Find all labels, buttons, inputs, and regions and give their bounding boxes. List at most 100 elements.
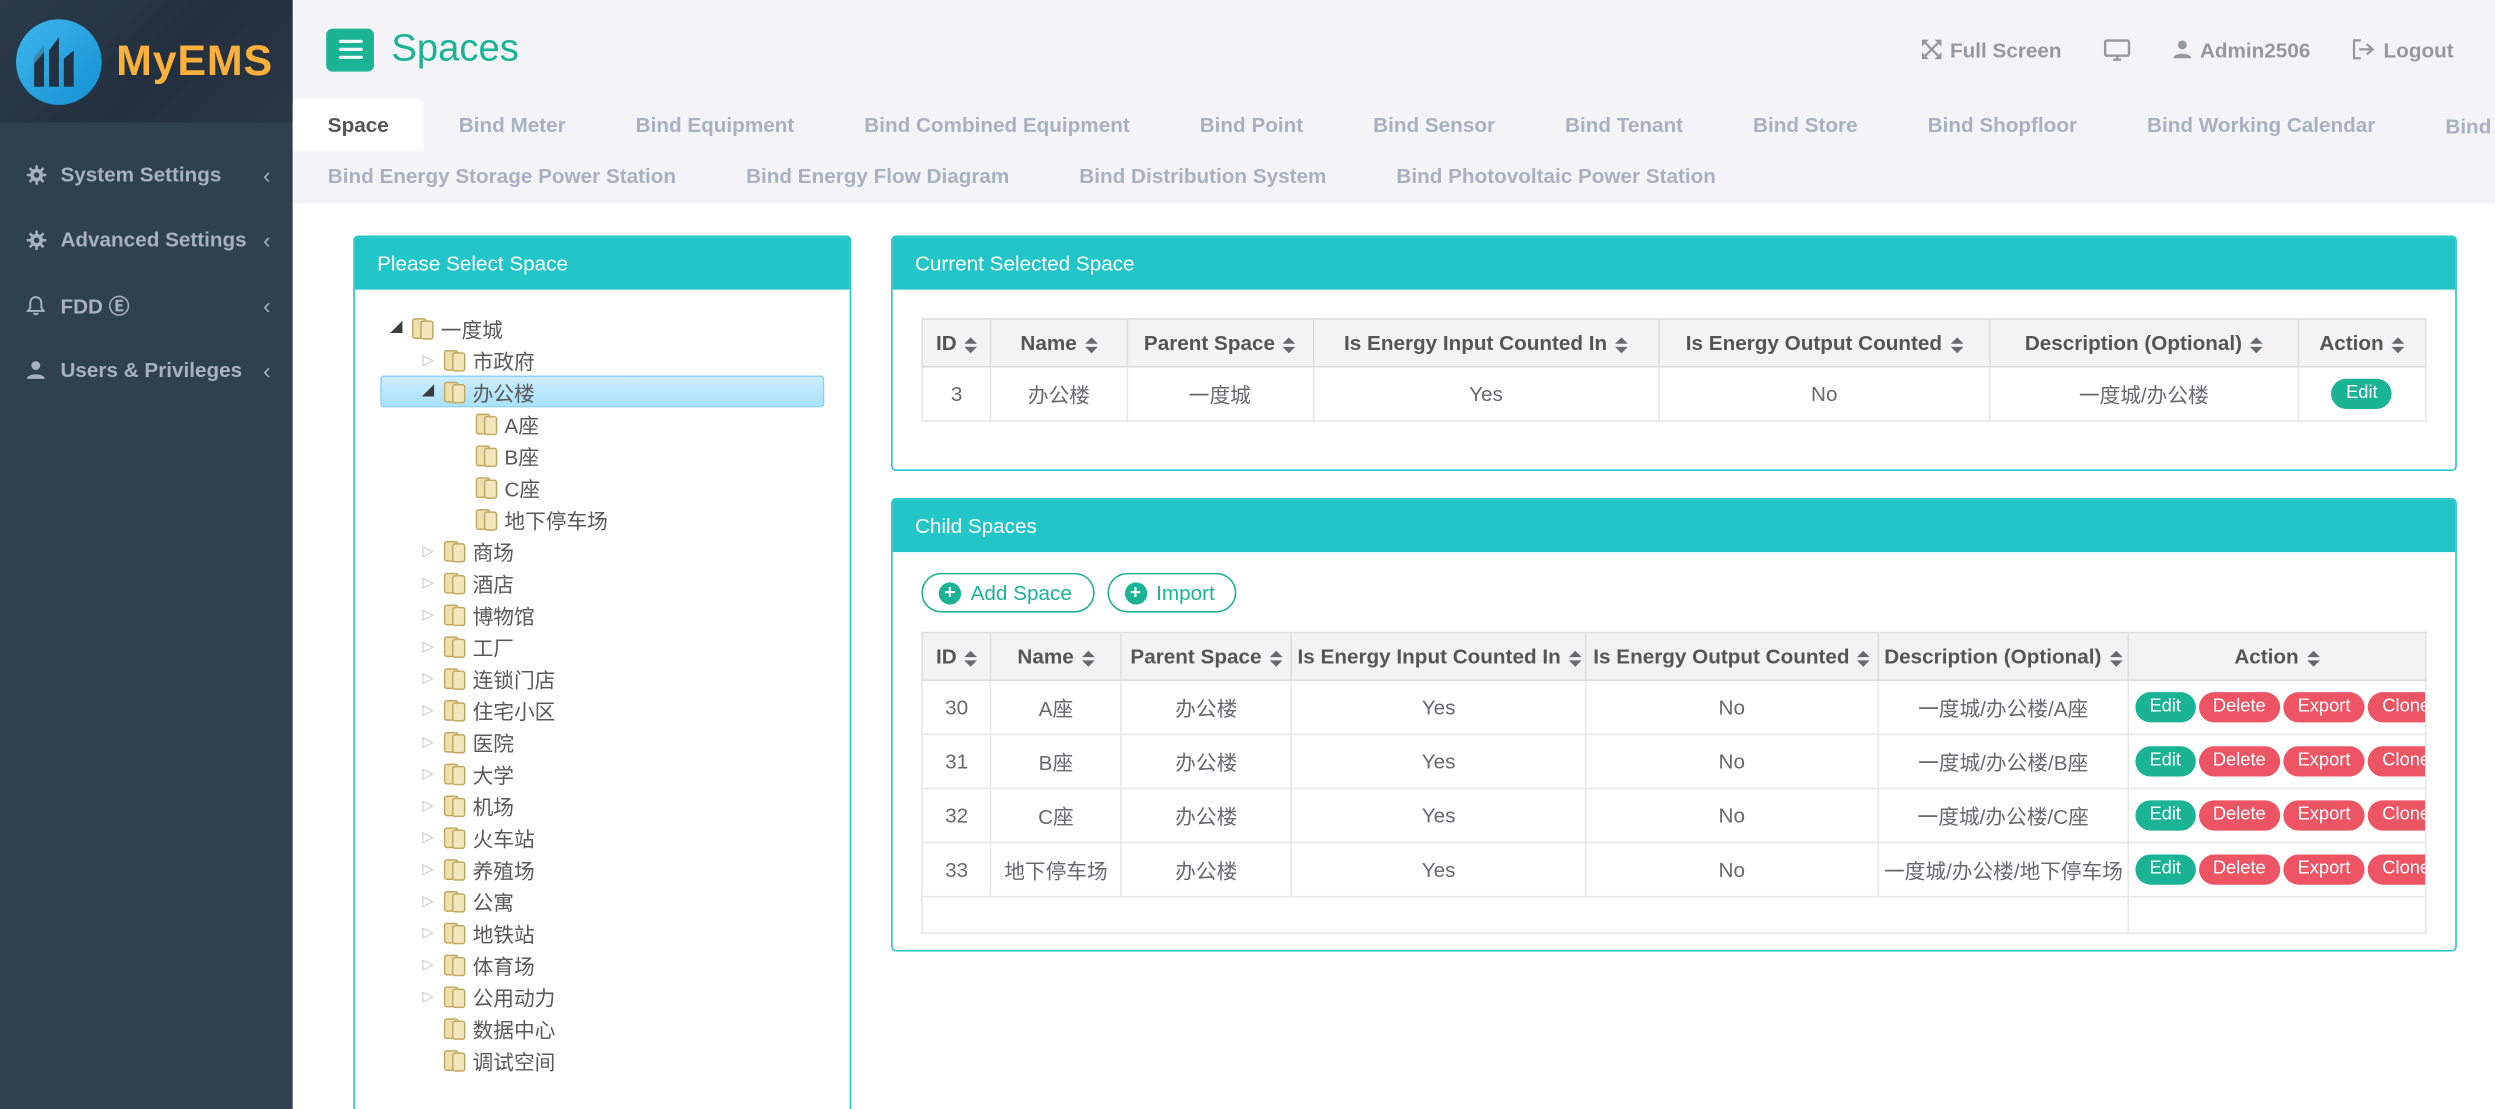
column-header-id[interactable]: ID — [922, 633, 991, 681]
tree-node[interactable]: 地下停车场 — [355, 503, 850, 535]
tab-bind-store[interactable]: Bind Store — [1718, 99, 1893, 152]
tree-expanded-icon[interactable]: ◢ — [383, 312, 408, 344]
tree-node[interactable]: ▷公寓 — [355, 885, 850, 917]
tree-node[interactable]: ▷机场 — [355, 789, 850, 821]
tree-collapsed-icon[interactable]: ▷ — [415, 853, 440, 885]
tree-collapsed-icon[interactable]: ▷ — [415, 598, 440, 630]
column-header-description-optional[interactable]: Description (Optional) — [1878, 633, 2128, 681]
tree-node[interactable]: ◢办公楼 — [355, 376, 850, 408]
edit-button[interactable]: Edit — [2332, 379, 2392, 409]
current-selected-space-panel: Current Selected Space IDNameParent Spac… — [891, 235, 2457, 470]
tree-collapsed-icon[interactable]: ▷ — [415, 726, 440, 758]
clone-button[interactable]: Clone — [2368, 800, 2426, 830]
clone-button[interactable]: Clone — [2368, 854, 2426, 884]
edit-button[interactable]: Edit — [2135, 692, 2195, 722]
tree-node[interactable]: ▷酒店 — [355, 566, 850, 598]
tree-node[interactable]: ▷养殖场 — [355, 853, 850, 885]
tab-bind-command[interactable]: Bind Command Ⓔ — [2410, 99, 2495, 152]
tree-node[interactable]: ▷医院 — [355, 726, 850, 758]
tree-collapsed-icon[interactable]: ▷ — [415, 948, 440, 980]
column-header-is-energy-output-counted[interactable]: Is Energy Output Counted — [1659, 319, 1990, 367]
tree-node[interactable]: ▷地铁站 — [355, 917, 850, 949]
column-header-is-energy-input-counted-in[interactable]: Is Energy Input Counted In — [1292, 633, 1585, 681]
monitor-button[interactable] — [2103, 37, 2130, 61]
tab-bind-combined-equipment[interactable]: Bind Combined Equipment — [829, 99, 1164, 152]
tab-bind-working-calendar[interactable]: Bind Working Calendar — [2112, 99, 2410, 152]
tab-space[interactable]: Space — [293, 99, 424, 152]
delete-button[interactable]: Delete — [2199, 800, 2281, 830]
sidebar-item-users-privileges[interactable]: Users & Privileges‹ — [0, 337, 293, 402]
tree-node[interactable]: ▷住宅小区 — [355, 694, 850, 726]
column-header-action[interactable]: Action — [2298, 319, 2426, 367]
tree-node[interactable]: ▷体育场 — [355, 948, 850, 980]
tree-node[interactable]: ▷连锁门店 — [355, 662, 850, 694]
tree-collapsed-icon[interactable]: ▷ — [415, 535, 440, 567]
tab-bind-energy-storage-power-station[interactable]: Bind Energy Storage Power Station — [293, 151, 711, 199]
export-button[interactable]: Export — [2283, 800, 2365, 830]
export-button[interactable]: Export — [2283, 692, 2365, 722]
tree-collapsed-icon[interactable]: ▷ — [415, 917, 440, 949]
tab-bind-photovoltaic-power-station[interactable]: Bind Photovoltaic Power Station — [1361, 151, 1751, 199]
tree-collapsed-icon[interactable]: ▷ — [415, 789, 440, 821]
tab-bind-shopfloor[interactable]: Bind Shopfloor — [1893, 99, 2112, 152]
tab-bind-energy-flow-diagram[interactable]: Bind Energy Flow Diagram — [711, 151, 1044, 199]
edit-button[interactable]: Edit — [2135, 800, 2195, 830]
tree-node[interactable]: C座 — [355, 471, 850, 503]
column-header-id[interactable]: ID — [922, 319, 991, 367]
user-menu[interactable]: Admin2506 — [2171, 37, 2310, 61]
column-header-parent-space[interactable]: Parent Space — [1121, 633, 1292, 681]
tree-node[interactable]: A座 — [355, 407, 850, 439]
tree-collapsed-icon[interactable]: ▷ — [415, 630, 440, 662]
column-header-is-energy-output-counted[interactable]: Is Energy Output Counted — [1585, 633, 1878, 681]
tree-node[interactable]: 数据中心 — [355, 1012, 850, 1044]
tab-bind-equipment[interactable]: Bind Equipment — [601, 99, 830, 152]
delete-button[interactable]: Delete — [2199, 746, 2281, 776]
sidebar-item-fdd[interactable]: FDD Ⓔ‹ — [0, 272, 293, 337]
tab-bind-point[interactable]: Bind Point — [1165, 99, 1338, 152]
column-header-parent-space[interactable]: Parent Space — [1127, 319, 1313, 367]
sidebar-item-advanced-settings[interactable]: Advanced Settings‹ — [0, 207, 293, 272]
clone-button[interactable]: Clone — [2368, 746, 2426, 776]
tree-node[interactable]: ▷火车站 — [355, 821, 850, 853]
full-screen-button[interactable]: Full Screen — [1920, 37, 2062, 61]
import-button[interactable]: + Import — [1107, 573, 1237, 613]
tree-node[interactable]: ▷博物馆 — [355, 598, 850, 630]
edit-button[interactable]: Edit — [2135, 854, 2195, 884]
column-header-description-optional[interactable]: Description (Optional) — [1990, 319, 2298, 367]
tree-node[interactable]: ▷公用动力 — [355, 980, 850, 1012]
tab-bind-sensor[interactable]: Bind Sensor — [1338, 99, 1530, 152]
tree-collapsed-icon[interactable]: ▷ — [415, 980, 440, 1012]
tab-bind-tenant[interactable]: Bind Tenant — [1530, 99, 1718, 152]
tree-node[interactable]: ▷工厂 — [355, 630, 850, 662]
tree-collapsed-icon[interactable]: ▷ — [415, 662, 440, 694]
tree-expanded-icon[interactable]: ◢ — [415, 376, 440, 408]
logout-button[interactable]: Logout — [2352, 37, 2454, 61]
tree-node[interactable]: ▷市政府 — [355, 344, 850, 376]
column-header-name[interactable]: Name — [991, 319, 1126, 367]
tab-bind-distribution-system[interactable]: Bind Distribution System — [1044, 151, 1361, 199]
tree-collapsed-icon[interactable]: ▷ — [415, 757, 440, 789]
delete-button[interactable]: Delete — [2199, 692, 2281, 722]
column-header-action[interactable]: Action — [2128, 633, 2426, 681]
export-button[interactable]: Export — [2283, 746, 2365, 776]
edit-button[interactable]: Edit — [2135, 746, 2195, 776]
column-header-name[interactable]: Name — [991, 633, 1120, 681]
tree-collapsed-icon[interactable]: ▷ — [415, 821, 440, 853]
delete-button[interactable]: Delete — [2199, 854, 2281, 884]
tree-node[interactable]: ▷商场 — [355, 535, 850, 567]
column-header-is-energy-input-counted-in[interactable]: Is Energy Input Counted In — [1313, 319, 1659, 367]
sidebar-item-system-settings[interactable]: System Settings‹ — [0, 142, 293, 207]
add-space-button[interactable]: + Add Space — [921, 573, 1094, 613]
export-button[interactable]: Export — [2283, 854, 2365, 884]
tree-collapsed-icon[interactable]: ▷ — [415, 885, 440, 917]
tree-node[interactable]: ▷大学 — [355, 757, 850, 789]
tree-collapsed-icon[interactable]: ▷ — [415, 566, 440, 598]
tree-node[interactable]: 调试空间 — [355, 1044, 850, 1076]
tree-collapsed-icon[interactable]: ▷ — [415, 344, 440, 376]
tab-bind-meter[interactable]: Bind Meter — [424, 99, 601, 152]
tree-node[interactable]: B座 — [355, 439, 850, 471]
clone-button[interactable]: Clone — [2368, 692, 2426, 722]
tree-node[interactable]: ◢一度城 — [355, 312, 850, 344]
hamburger-menu-icon[interactable] — [326, 28, 374, 71]
tree-collapsed-icon[interactable]: ▷ — [415, 694, 440, 726]
